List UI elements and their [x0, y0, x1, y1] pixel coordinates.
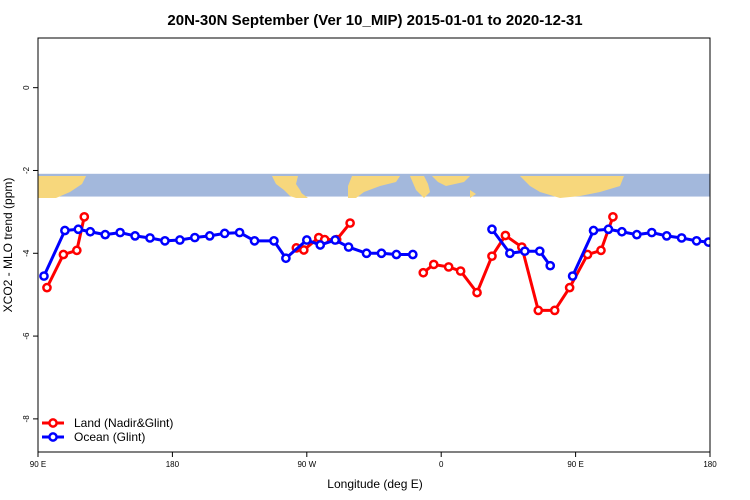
data-point: [343, 242, 354, 252]
map-land-8: [470, 190, 476, 198]
legend: Land (Nadir&Glint)Ocean (Glint): [42, 416, 173, 444]
data-point: [676, 233, 687, 243]
data-point: [564, 282, 575, 293]
data-point: [330, 235, 341, 245]
data-point: [361, 248, 372, 259]
y-axis-label: XCO2 - MLO trend (ppm): [1, 178, 15, 313]
data-point: [549, 305, 560, 316]
series-line: [45, 216, 86, 289]
y-tick-label: 0: [22, 85, 31, 90]
data-point: [567, 271, 578, 281]
plot-frame: [37, 37, 711, 453]
data-point: [58, 249, 69, 260]
data-point: [407, 249, 418, 260]
map-land-6: [520, 176, 624, 198]
y-axis: 0 -2 -4 -6 -8: [22, 85, 38, 423]
data-point: [281, 253, 291, 264]
data-point: [646, 227, 657, 238]
map-land-0: [38, 176, 86, 198]
data-point: [443, 262, 454, 272]
data-point: [487, 251, 497, 262]
x-tick-label: 180: [703, 460, 717, 469]
x-tick-label: 180: [166, 460, 180, 469]
x-axis-label: Longitude (deg E): [327, 477, 422, 491]
map-land-1: [272, 176, 304, 198]
map-land-2: [284, 178, 290, 188]
legend-label: Ocean (Glint): [74, 430, 145, 444]
map-land-3: [348, 176, 400, 198]
legend-marker: [48, 432, 58, 442]
data-point: [204, 231, 215, 241]
data-point: [85, 226, 96, 237]
data-point: [115, 227, 125, 238]
data-point: [519, 246, 530, 257]
data-point: [79, 211, 90, 222]
data-point: [617, 226, 627, 237]
data-point: [100, 229, 111, 240]
data-point: [219, 228, 230, 239]
data-point: [42, 282, 52, 293]
data-point: [703, 237, 710, 247]
data-point: [298, 245, 309, 255]
data-point: [418, 267, 429, 278]
data-point: [661, 231, 672, 241]
data-point: [234, 227, 245, 238]
data-point: [301, 235, 312, 245]
data-point: [130, 231, 140, 241]
map-land-4: [410, 176, 430, 198]
data-point: [71, 245, 82, 256]
x-tick-label: 90 E: [30, 460, 46, 469]
y-tick-label: -8: [22, 415, 31, 423]
data-point: [691, 236, 702, 246]
y-tick-label: -4: [22, 249, 31, 257]
data-point: [376, 248, 387, 259]
chart-title: 20N-30N September (Ver 10_MIP) 2015-01-0…: [167, 12, 582, 29]
world-map-strip: [38, 173, 710, 198]
data-point: [534, 246, 545, 257]
x-tick-label: 90 W: [297, 460, 316, 469]
x-axis: 90 E 180 90 W 0 90 E 180: [30, 452, 717, 469]
data-point: [505, 248, 515, 259]
data-point: [39, 271, 49, 281]
data-point: [189, 232, 200, 243]
data-point: [472, 287, 482, 298]
y-tick-label: -2: [22, 166, 31, 174]
data-point: [60, 225, 70, 236]
data-point: [249, 236, 260, 246]
data-point: [596, 245, 606, 256]
data-point: [545, 260, 556, 271]
data-point: [455, 266, 466, 276]
data-point: [487, 224, 497, 235]
map-land-7: [298, 192, 308, 198]
x-tick-label: 0: [439, 460, 444, 469]
data-point: [73, 224, 84, 235]
data-point: [315, 240, 326, 250]
data-point: [588, 225, 599, 236]
y-tick-label: -6: [22, 332, 31, 340]
data-point: [160, 236, 170, 246]
data-point: [631, 229, 642, 240]
data-point: [500, 230, 511, 241]
data-point: [428, 259, 439, 270]
data-point: [603, 224, 614, 235]
data-point: [269, 236, 279, 246]
data-point: [391, 249, 402, 260]
data-point: [533, 305, 544, 316]
series-ocean: [39, 224, 710, 281]
data-point: [608, 211, 618, 222]
legend-label: Land (Nadir&Glint): [74, 416, 173, 430]
data-point: [345, 218, 355, 228]
map-land-5: [432, 176, 470, 186]
data-point: [175, 235, 185, 245]
x-tick-label: 90 E: [567, 460, 583, 469]
legend-marker: [48, 418, 58, 428]
series-land: [42, 211, 618, 316]
series-line: [571, 227, 709, 277]
data-point: [145, 233, 155, 243]
